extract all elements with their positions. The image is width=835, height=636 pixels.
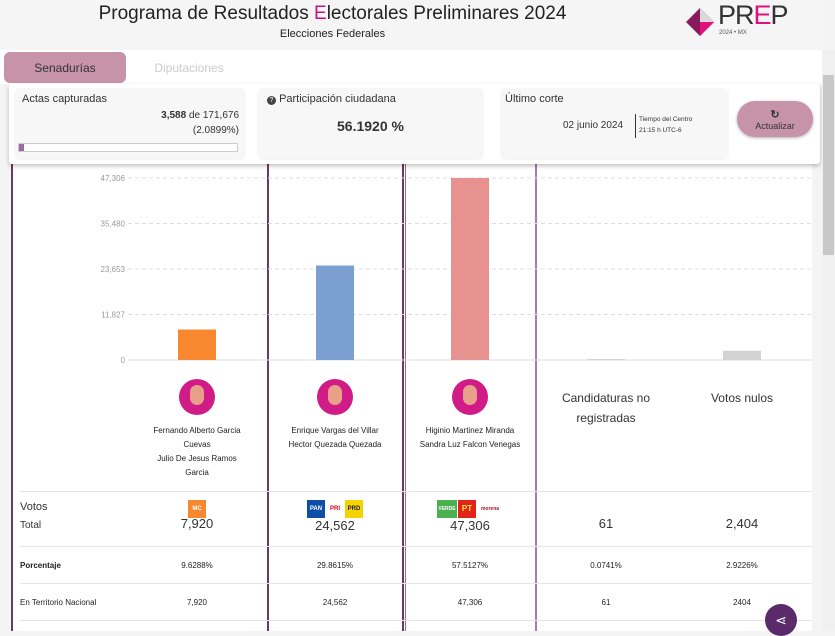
votes-nacional: 24,562 bbox=[322, 598, 348, 607]
corte-timezone: Tiempo del Centro bbox=[639, 116, 693, 123]
header: Programa de Resultados Electorales Preli… bbox=[0, 0, 822, 50]
candidate-avatar bbox=[317, 379, 353, 415]
votes-nacional: 7,920 bbox=[186, 598, 208, 607]
tab-senadurias[interactable]: Senadurías bbox=[4, 52, 126, 83]
tab-bar: Senadurías Diputaciones bbox=[0, 50, 822, 84]
y-tick-label: 47,306 bbox=[101, 174, 126, 183]
candidate-name-line: Enrique Vargas del Villar bbox=[291, 426, 379, 435]
column-header-line: registradas bbox=[576, 411, 636, 425]
row-label-nacional: En Territorio Nacional bbox=[20, 598, 97, 607]
summary-panel: Actas capturadas 3,588 de 171,676 (2.089… bbox=[9, 84, 820, 164]
column-header: Candidaturas no registradas bbox=[541, 388, 671, 428]
bar[interactable] bbox=[723, 350, 761, 360]
votes-nacional: 61 bbox=[601, 598, 611, 607]
y-tick-label: 0 bbox=[121, 356, 126, 365]
divider bbox=[20, 583, 812, 584]
candidate-names: Fernando Alberto Garcia Cuevas Julio De Je… bbox=[132, 424, 262, 480]
divider bbox=[20, 620, 812, 621]
candidate-names: Higinio Martinez Miranda Sandra Luz Falco… bbox=[405, 424, 535, 452]
corte-date: 02 junio 2024 bbox=[563, 120, 624, 131]
y-tick-label: 35,480 bbox=[101, 220, 126, 229]
column-divider bbox=[402, 164, 406, 631]
divider bbox=[20, 546, 812, 547]
update-button[interactable]: ↻ Actualizar bbox=[737, 101, 813, 137]
votes-total: 24,562 bbox=[315, 518, 355, 533]
actas-percent: (2.0899%) bbox=[192, 125, 239, 136]
candidate-name-line: Cuevas bbox=[183, 440, 211, 449]
title-part: E bbox=[314, 3, 327, 24]
candidate-avatar bbox=[452, 379, 488, 415]
votes-percent: 29.8615% bbox=[316, 561, 354, 570]
page-subtitle: Elecciones Federales bbox=[279, 28, 386, 40]
candidate-name-line: Higinio Martinez Miranda bbox=[425, 426, 515, 435]
share-icon: ⋖ bbox=[775, 611, 787, 628]
votes-total: 61 bbox=[598, 516, 614, 531]
votes-total: 7,920 bbox=[180, 516, 214, 531]
corte-label: Último corte bbox=[505, 93, 564, 105]
votes-total: 47,306 bbox=[450, 518, 490, 533]
candidate-names: Enrique Vargas del Villar Hector Quezada … bbox=[270, 424, 400, 452]
row-label-votos: Votos bbox=[20, 501, 48, 513]
party-logo-prd: PRD bbox=[345, 500, 363, 518]
row-label-porcentaje: Porcentaje bbox=[20, 561, 61, 570]
party-logos: PAN PRI PRD bbox=[290, 500, 380, 518]
party-logo-pan: PAN bbox=[307, 500, 325, 518]
tab-diputaciones[interactable]: Diputaciones bbox=[154, 60, 224, 75]
actas-captured: 3,588 bbox=[161, 110, 187, 121]
candidate-name-line: Sandra Luz Falcon Venegas bbox=[419, 440, 521, 449]
prep-logo: PREP 2024 • MX bbox=[682, 0, 802, 42]
candidate-name-line: Hector Quezada Quezada bbox=[288, 440, 382, 449]
party-logos: MC bbox=[152, 500, 242, 518]
corte-card: Último corte 02 junio 2024 Tiempo del Ce… bbox=[501, 88, 728, 158]
actas-total: de 171,676 bbox=[186, 110, 239, 121]
participacion-card: ? Participación ciudadana 56.1920 % bbox=[258, 88, 483, 158]
candidate-name-line: Garcia bbox=[185, 468, 209, 477]
candidate-name-line: Fernando Alberto Garcia bbox=[153, 426, 241, 435]
update-label: Actualizar bbox=[755, 120, 795, 131]
votes-percent: 57.5127% bbox=[451, 561, 489, 570]
participacion-value: 56.1920 % bbox=[337, 118, 404, 134]
votes-percent: 9.6288% bbox=[181, 561, 213, 570]
candidate-name-line: Julio De Jesus Ramos bbox=[157, 454, 237, 463]
y-tick-label: 23,653 bbox=[101, 265, 126, 274]
actas-card: Actas capturadas 3,588 de 171,676 (2.089… bbox=[15, 88, 245, 158]
column-header: Votos nulos bbox=[677, 388, 807, 408]
column-divider bbox=[267, 164, 269, 631]
results-table bbox=[11, 164, 812, 631]
results-chart: 0 11,827 23,653 35,480 47,306 bbox=[101, 174, 812, 365]
bar[interactable] bbox=[587, 359, 625, 360]
participacion-label: Participación ciudadana bbox=[279, 93, 396, 105]
party-logo-pt: PT bbox=[458, 500, 476, 518]
party-logo-mc: MC bbox=[188, 500, 206, 518]
column-divider bbox=[535, 164, 537, 631]
divider bbox=[20, 491, 812, 492]
page-title: Programa de Resultados Electorales Preli… bbox=[0, 3, 665, 25]
party-logos: VERDE PT morena bbox=[425, 500, 515, 518]
refresh-icon: ↻ bbox=[770, 108, 780, 121]
party-logo-morena: morena bbox=[477, 500, 503, 518]
votes-nacional: 47,306 bbox=[457, 598, 483, 607]
title-part: lectorales Preliminares 2024 bbox=[326, 3, 567, 24]
bar[interactable] bbox=[316, 265, 354, 360]
party-logo-verde: VERDE bbox=[437, 500, 457, 518]
candidate-avatar bbox=[179, 379, 215, 415]
bar[interactable] bbox=[451, 178, 489, 360]
column-header-line: Votos nulos bbox=[710, 391, 774, 405]
y-tick-label: 11,827 bbox=[101, 311, 125, 320]
info-icon[interactable]: ? bbox=[267, 96, 276, 105]
votes-total: 2,404 bbox=[725, 516, 759, 531]
scrollbar-thumb[interactable] bbox=[823, 75, 834, 255]
share-button[interactable]: ⋖ bbox=[765, 604, 797, 636]
corte-time: 21:15 h UTC-6 bbox=[639, 127, 682, 134]
votes-percent: 2.9226% bbox=[726, 561, 758, 570]
actas-progress-bar bbox=[18, 143, 238, 152]
party-logo-pri: PRI bbox=[326, 500, 344, 518]
bar[interactable] bbox=[178, 329, 216, 360]
actas-label: Actas capturadas bbox=[22, 93, 107, 105]
column-header-line: Candidaturas no bbox=[561, 391, 651, 405]
title-part: Programa de Resultados bbox=[98, 3, 315, 24]
votes-percent: 0.0741% bbox=[590, 561, 622, 570]
votes-nacional: 2404 bbox=[733, 598, 751, 607]
row-label-total: Total bbox=[20, 520, 42, 531]
